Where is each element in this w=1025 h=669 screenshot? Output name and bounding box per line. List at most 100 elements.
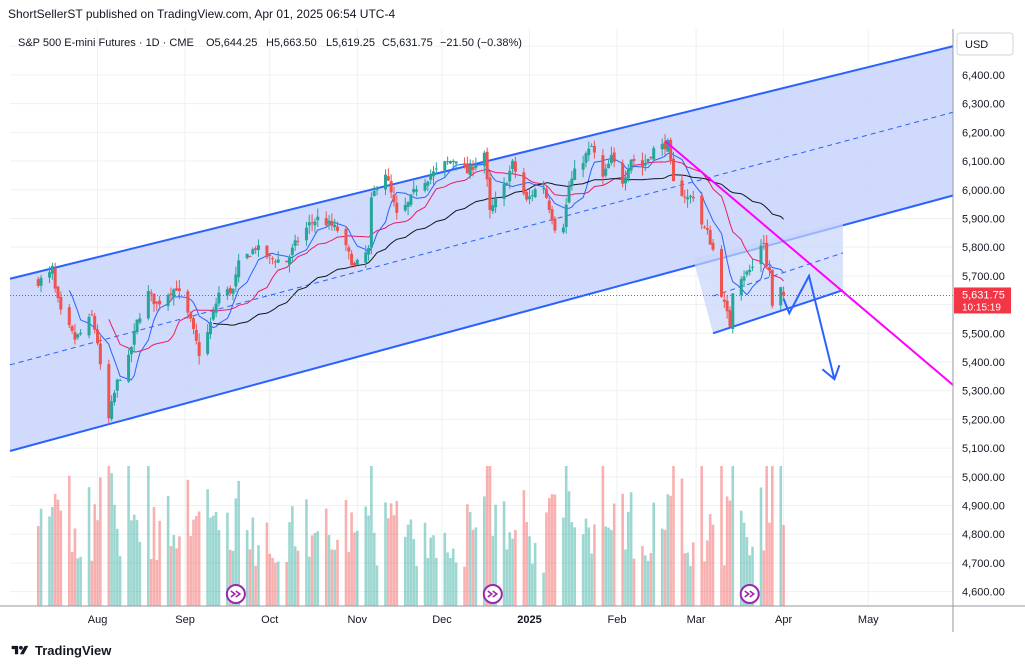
volume-bar (748, 555, 752, 606)
candle-body (767, 267, 771, 271)
candle-body (465, 163, 469, 174)
candle-body (508, 170, 512, 182)
y-tick-label: 5,100.00 (962, 443, 1005, 455)
volume-bar (649, 552, 653, 606)
candle-body (56, 286, 60, 299)
candle-body (485, 151, 489, 180)
candle-body (547, 200, 551, 210)
volume-bar (494, 504, 497, 606)
candle-body (313, 221, 317, 226)
drawings[interactable] (10, 140, 954, 386)
currency-button[interactable]: USD (956, 32, 1014, 56)
volume-bar (70, 551, 74, 606)
candle-body (671, 158, 675, 182)
projection-path[interactable] (782, 273, 836, 380)
x-tick-label: Sep (175, 614, 195, 626)
price-channel[interactable] (9, 45, 954, 452)
candle-body (367, 247, 371, 255)
dividend-event-icon[interactable] (225, 584, 246, 604)
volume-bar (234, 498, 238, 606)
x-tick-label: Oct (261, 614, 278, 626)
volume-bar (392, 515, 396, 606)
candle-body (765, 242, 769, 267)
candle-body (307, 222, 311, 226)
y-tick-label: 5,000.00 (962, 472, 1005, 484)
volume-bar (350, 512, 353, 606)
candle-body (395, 202, 399, 213)
volume-bar (621, 493, 624, 606)
candle-body (739, 279, 743, 296)
candle-body (570, 178, 574, 186)
volume-bar (245, 530, 249, 606)
dividend-event-icon[interactable] (482, 584, 503, 604)
volume-bar (166, 496, 170, 606)
candle-body (550, 209, 554, 221)
descending-trendline[interactable] (664, 140, 954, 386)
y-tick-label: 4,600.00 (962, 587, 1005, 599)
candle-body (96, 329, 100, 344)
candle-body (688, 195, 692, 197)
candle-body (429, 175, 433, 180)
volume-bar (127, 466, 130, 606)
candle-body (722, 299, 726, 302)
event-markers[interactable] (225, 584, 760, 604)
volume-bar (237, 480, 240, 606)
dividend-event-icon[interactable] (739, 584, 760, 604)
candle-body (731, 293, 735, 329)
channel-midline[interactable] (9, 111, 954, 366)
volume-bar (333, 549, 336, 606)
candle-body (73, 332, 77, 340)
channel-upper-line[interactable] (9, 45, 954, 280)
volume-bar (254, 565, 257, 606)
volume-bar (443, 532, 447, 606)
candle-body (304, 227, 308, 241)
volume-bar (627, 511, 630, 606)
small-channel-lower-line[interactable] (712, 289, 844, 335)
volume-bar (762, 550, 766, 606)
volume-bar (723, 565, 726, 606)
candle-body (386, 176, 390, 181)
volume-bar (158, 520, 161, 606)
volume-bar (522, 490, 526, 606)
candle-body (347, 247, 351, 252)
legend-high: H5,663.50 (266, 37, 317, 49)
candle-body (39, 277, 43, 286)
volume-bar (663, 529, 667, 606)
volume-bar (686, 552, 689, 606)
y-tick-label: 6,300.00 (962, 99, 1005, 111)
candle-body (36, 279, 40, 286)
tradingview-brand[interactable]: TradingView (10, 643, 111, 658)
candle-body (592, 145, 596, 153)
candle-body (700, 195, 704, 225)
volume-bar (138, 541, 142, 606)
candle-body (234, 274, 238, 287)
candle-body (310, 222, 314, 224)
volume-bar (728, 500, 732, 606)
volume-bar (87, 487, 91, 606)
volume-bar (316, 531, 320, 606)
volume-bar (226, 512, 229, 606)
y-tick-label: 5,700.00 (962, 271, 1005, 283)
candle-body (76, 334, 80, 338)
small-channel-midline[interactable] (712, 252, 844, 297)
volume-bar (672, 466, 675, 606)
candle-body (155, 301, 159, 304)
candle-body (434, 168, 438, 170)
candle-body (245, 253, 249, 259)
volume-bar (96, 520, 99, 606)
volume-bar (435, 557, 438, 606)
volume-bar (689, 565, 692, 606)
candle-body (680, 180, 684, 196)
volume-bar (132, 514, 136, 606)
candle-body (327, 220, 331, 224)
candle-body (330, 220, 334, 226)
volume-bar (429, 537, 432, 606)
candle-body (79, 332, 83, 335)
candle-body (426, 181, 430, 186)
volume-bar (324, 508, 328, 606)
y-tick-label: 6,000.00 (962, 185, 1005, 197)
volume-bar (344, 499, 348, 606)
volume-bar (192, 519, 195, 606)
volume-bar (330, 549, 334, 606)
